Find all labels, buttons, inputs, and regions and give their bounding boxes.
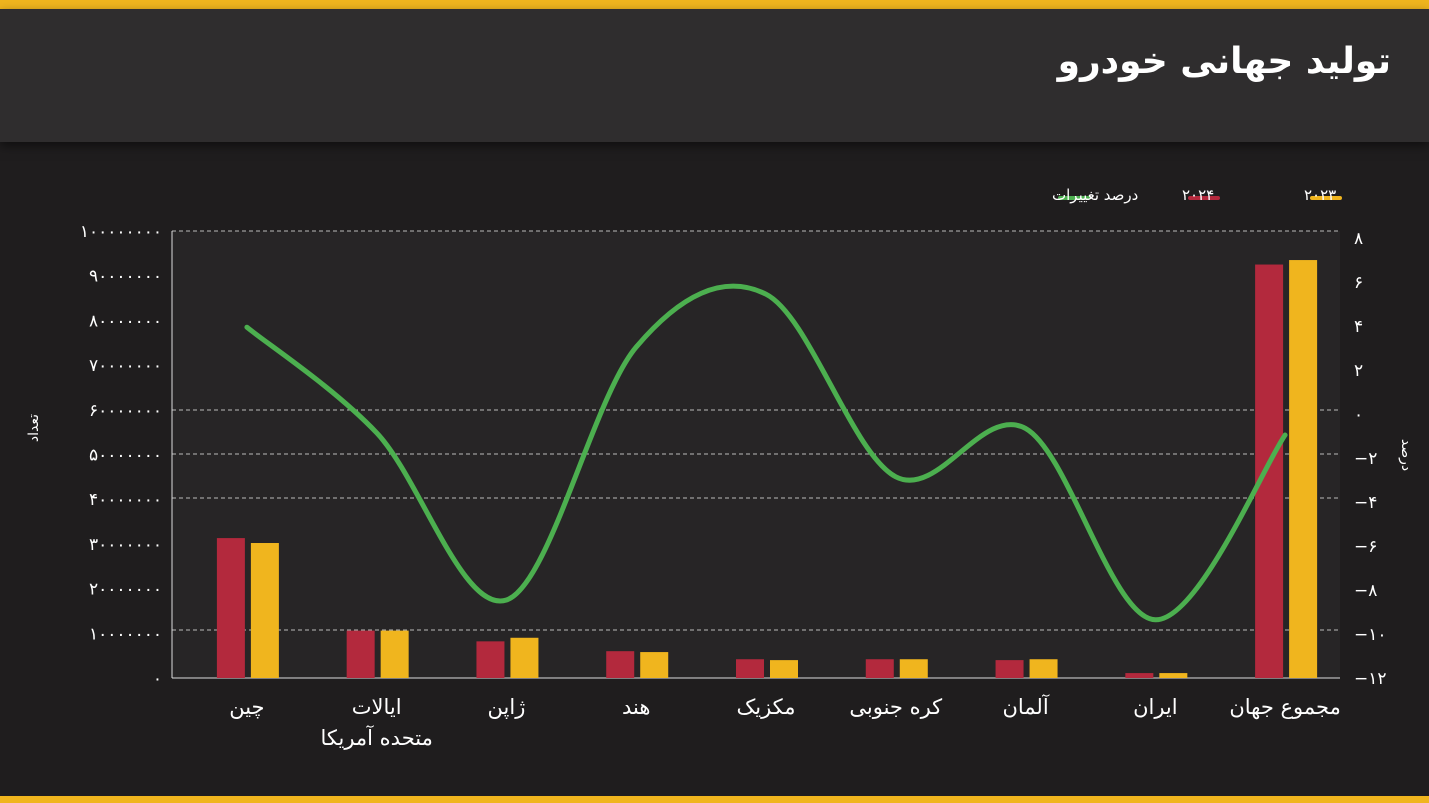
x-tick-label: متحده آمریکا: [320, 725, 432, 750]
header: تولید جهانی خودرو: [0, 9, 1429, 142]
bar-2024: [736, 659, 764, 678]
y-tick-label: ۱۰۰۰۰۰۰۰: [89, 624, 162, 644]
y-tick-label: ۸۰۰۰۰۰۰۰: [89, 311, 162, 331]
x-tick-label: ژاپن: [488, 695, 526, 719]
x-tick-label: ایالات: [352, 695, 402, 719]
y-tick-label: ۷۰۰۰۰۰۰۰: [89, 356, 162, 376]
bar-2024: [1255, 264, 1284, 678]
y-tick-label: ۲۰۰۰۰۰۰۰: [89, 580, 162, 600]
y-right-tick-label: −۱۲: [1354, 669, 1387, 689]
y-tick-label: ۰: [153, 669, 162, 689]
y-right-tick-label: −۸: [1354, 581, 1377, 601]
y-right-tick-label: −۶: [1354, 537, 1377, 557]
bar-2024: [1125, 673, 1154, 678]
bar-2024: [216, 538, 245, 678]
bar-2024: [346, 630, 375, 678]
y-tick-label: ۵۰۰۰۰۰۰۰: [89, 446, 162, 466]
bar-2024: [606, 651, 635, 678]
bar-2023: [899, 659, 928, 678]
legend-label: ۲۰۲۳: [1304, 186, 1336, 204]
x-tick-label: ایران: [1133, 695, 1178, 719]
percent-change-line: [244, 283, 1288, 623]
top-accent-stripe: [0, 0, 1429, 9]
x-tick-label: مجموع جهان: [1229, 695, 1340, 719]
bar-2024: [476, 641, 505, 678]
y-right-tick-label: −۴: [1354, 493, 1377, 513]
y-right-tick-label: ۲: [1354, 361, 1363, 381]
bar-2024: [865, 659, 894, 678]
bar-2023: [380, 630, 409, 678]
y-right-tick-label: −۲: [1354, 449, 1377, 469]
y-tick-label: ۶۰۰۰۰۰۰۰: [89, 401, 162, 421]
x-tick-label: چین: [229, 695, 264, 719]
y-right-tick-label: ۴: [1354, 317, 1363, 337]
bar-2023: [1159, 673, 1188, 678]
y-right-tick-label: −۱۰: [1354, 625, 1387, 645]
bar-2023: [250, 543, 279, 678]
legend-label: ۲۰۲۴: [1182, 186, 1214, 204]
bottom-accent-stripe: [0, 796, 1429, 803]
bar-2024: [995, 660, 1024, 678]
y-right-tick-label: ۶: [1354, 273, 1363, 293]
bar-2023: [1289, 260, 1318, 678]
y-right-tick-label: ۸: [1354, 229, 1363, 249]
y-tick-label: ۹۰۰۰۰۰۰۰: [89, 267, 162, 287]
y-axis-title: تعداد: [26, 414, 42, 442]
x-tick-label: مکزیک: [736, 695, 795, 719]
x-tick-label: هند: [622, 695, 650, 719]
bar-2023: [510, 637, 539, 678]
x-tick-label: آلمان: [1002, 694, 1049, 719]
bar-2023: [640, 652, 669, 678]
y-tick-label: ۴۰۰۰۰۰۰۰: [89, 490, 162, 510]
bar-2023: [1029, 659, 1058, 678]
page-title: تولید جهانی خودرو: [1057, 41, 1391, 82]
y-right-axis-title: درصد: [1398, 439, 1414, 471]
y-tick-label: ۳۰۰۰۰۰۰۰: [89, 535, 162, 555]
y-tick-label: ۱۰۰۰۰۰۰۰۰: [80, 222, 162, 242]
legend-label: درصد تغییرات: [1052, 186, 1138, 204]
bar-2023: [770, 660, 798, 678]
x-tick-label: کره جنوبی: [849, 695, 942, 719]
y-right-tick-label: ۰: [1354, 405, 1363, 425]
